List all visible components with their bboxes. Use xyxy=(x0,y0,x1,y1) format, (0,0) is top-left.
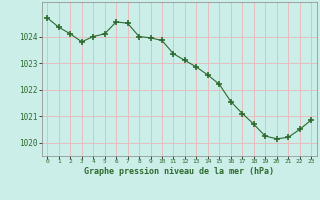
X-axis label: Graphe pression niveau de la mer (hPa): Graphe pression niveau de la mer (hPa) xyxy=(84,167,274,176)
